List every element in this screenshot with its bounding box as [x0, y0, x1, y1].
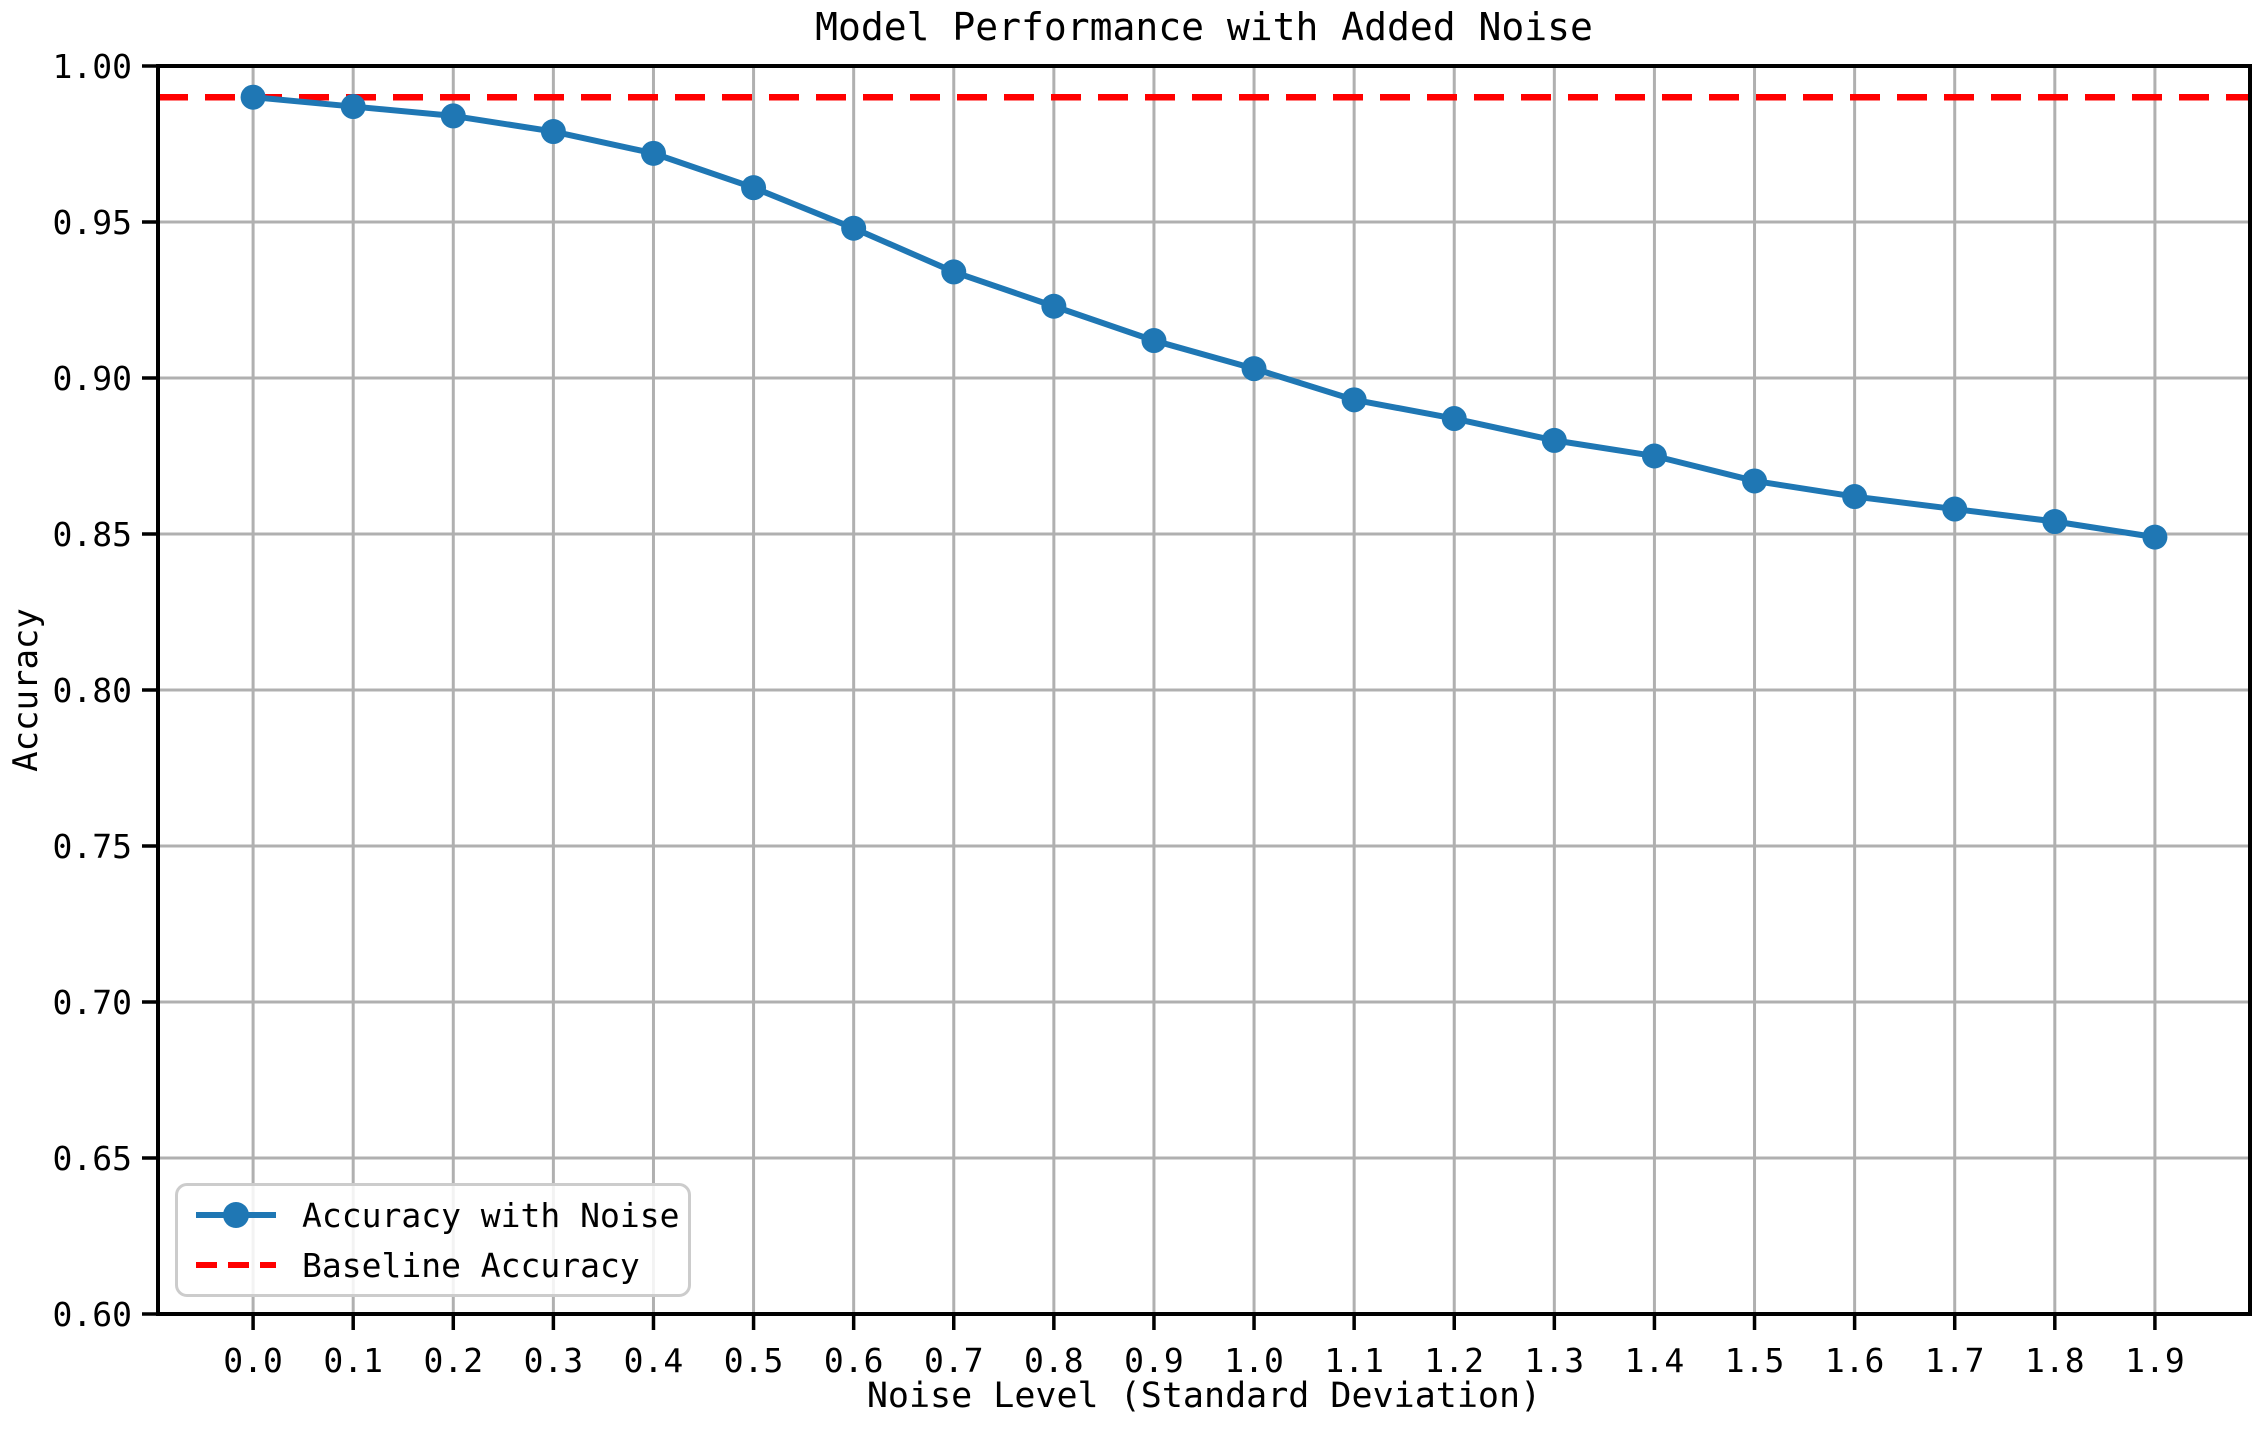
y-tick-label: 0.65	[53, 1139, 132, 1178]
legend: Accuracy with Noise Baseline Accuracy	[175, 1183, 691, 1297]
data-point	[440, 103, 466, 129]
data-point	[1742, 468, 1768, 494]
x-tick-label: 0.6	[824, 1341, 884, 1380]
x-tick-label: 1.2	[1424, 1341, 1484, 1380]
x-tick-label: 1.5	[1725, 1341, 1785, 1380]
y-tick-label: 0.95	[53, 203, 132, 242]
x-tick-label: 0.0	[223, 1341, 283, 1380]
x-tick-label: 0.8	[1024, 1341, 1084, 1380]
data-point	[1141, 328, 1167, 354]
x-tick-label: 0.1	[323, 1341, 383, 1380]
y-tick-label: 0.85	[53, 515, 132, 554]
y-tick-label: 0.90	[53, 359, 132, 398]
data-point	[640, 140, 666, 166]
x-tick-label: 1.4	[1625, 1341, 1685, 1380]
data-point	[1641, 443, 1667, 469]
line-with-marker-icon	[196, 1202, 276, 1228]
x-tick-label: 0.4	[624, 1341, 684, 1380]
data-point	[1842, 484, 1868, 510]
data-point	[2142, 524, 2168, 550]
x-tick-label: 0.2	[423, 1341, 483, 1380]
x-tick-label: 0.3	[524, 1341, 584, 1380]
dashed-line-icon	[196, 1262, 276, 1268]
x-axis-label: Noise Level (Standard Deviation)	[866, 1376, 1542, 1416]
y-tick-label: 1.00	[53, 47, 132, 86]
data-point	[540, 119, 566, 145]
data-point	[741, 175, 767, 201]
legend-item-baseline-accuracy: Baseline Accuracy	[194, 1242, 672, 1288]
data-point	[340, 94, 366, 120]
legend-marker-sample	[223, 1202, 249, 1228]
legend-item-label: Baseline Accuracy	[302, 1245, 640, 1285]
x-tick-label: 0.5	[724, 1341, 784, 1380]
y-tick-label: 0.80	[53, 671, 132, 710]
x-tick-label: 0.7	[924, 1341, 984, 1380]
legend-item-label: Accuracy with Noise	[302, 1195, 680, 1235]
data-point	[941, 259, 967, 285]
y-tick-label: 0.75	[53, 827, 132, 866]
x-tick-label: 1.9	[2125, 1341, 2185, 1380]
data-point	[1341, 387, 1367, 413]
x-tick-label: 1.1	[1324, 1341, 1384, 1380]
x-tick-label: 0.9	[1124, 1341, 1184, 1380]
data-point	[240, 84, 266, 110]
y-tick-label: 0.60	[53, 1295, 132, 1334]
data-point	[1241, 356, 1267, 382]
y-axis-label: Accuracy	[6, 608, 46, 772]
data-point	[1041, 293, 1067, 319]
data-point	[841, 215, 867, 241]
chart-title: Model Performance with Added Noise	[815, 5, 1593, 49]
x-tick-label: 1.6	[1825, 1341, 1885, 1380]
data-point	[1541, 427, 1567, 453]
x-tick-label: 1.8	[2025, 1341, 2085, 1380]
x-tick-label: 1.3	[1525, 1341, 1585, 1380]
x-tick-label: 1.0	[1224, 1341, 1284, 1380]
x-tick-label: 1.7	[1925, 1341, 1985, 1380]
legend-item-accuracy-with-noise: Accuracy with Noise	[194, 1192, 680, 1238]
data-point	[2042, 509, 2068, 535]
data-point	[1942, 496, 1968, 522]
data-point	[1441, 406, 1467, 432]
y-tick-label: 0.70	[53, 983, 132, 1022]
accuracy-line	[252, 94, 2156, 541]
